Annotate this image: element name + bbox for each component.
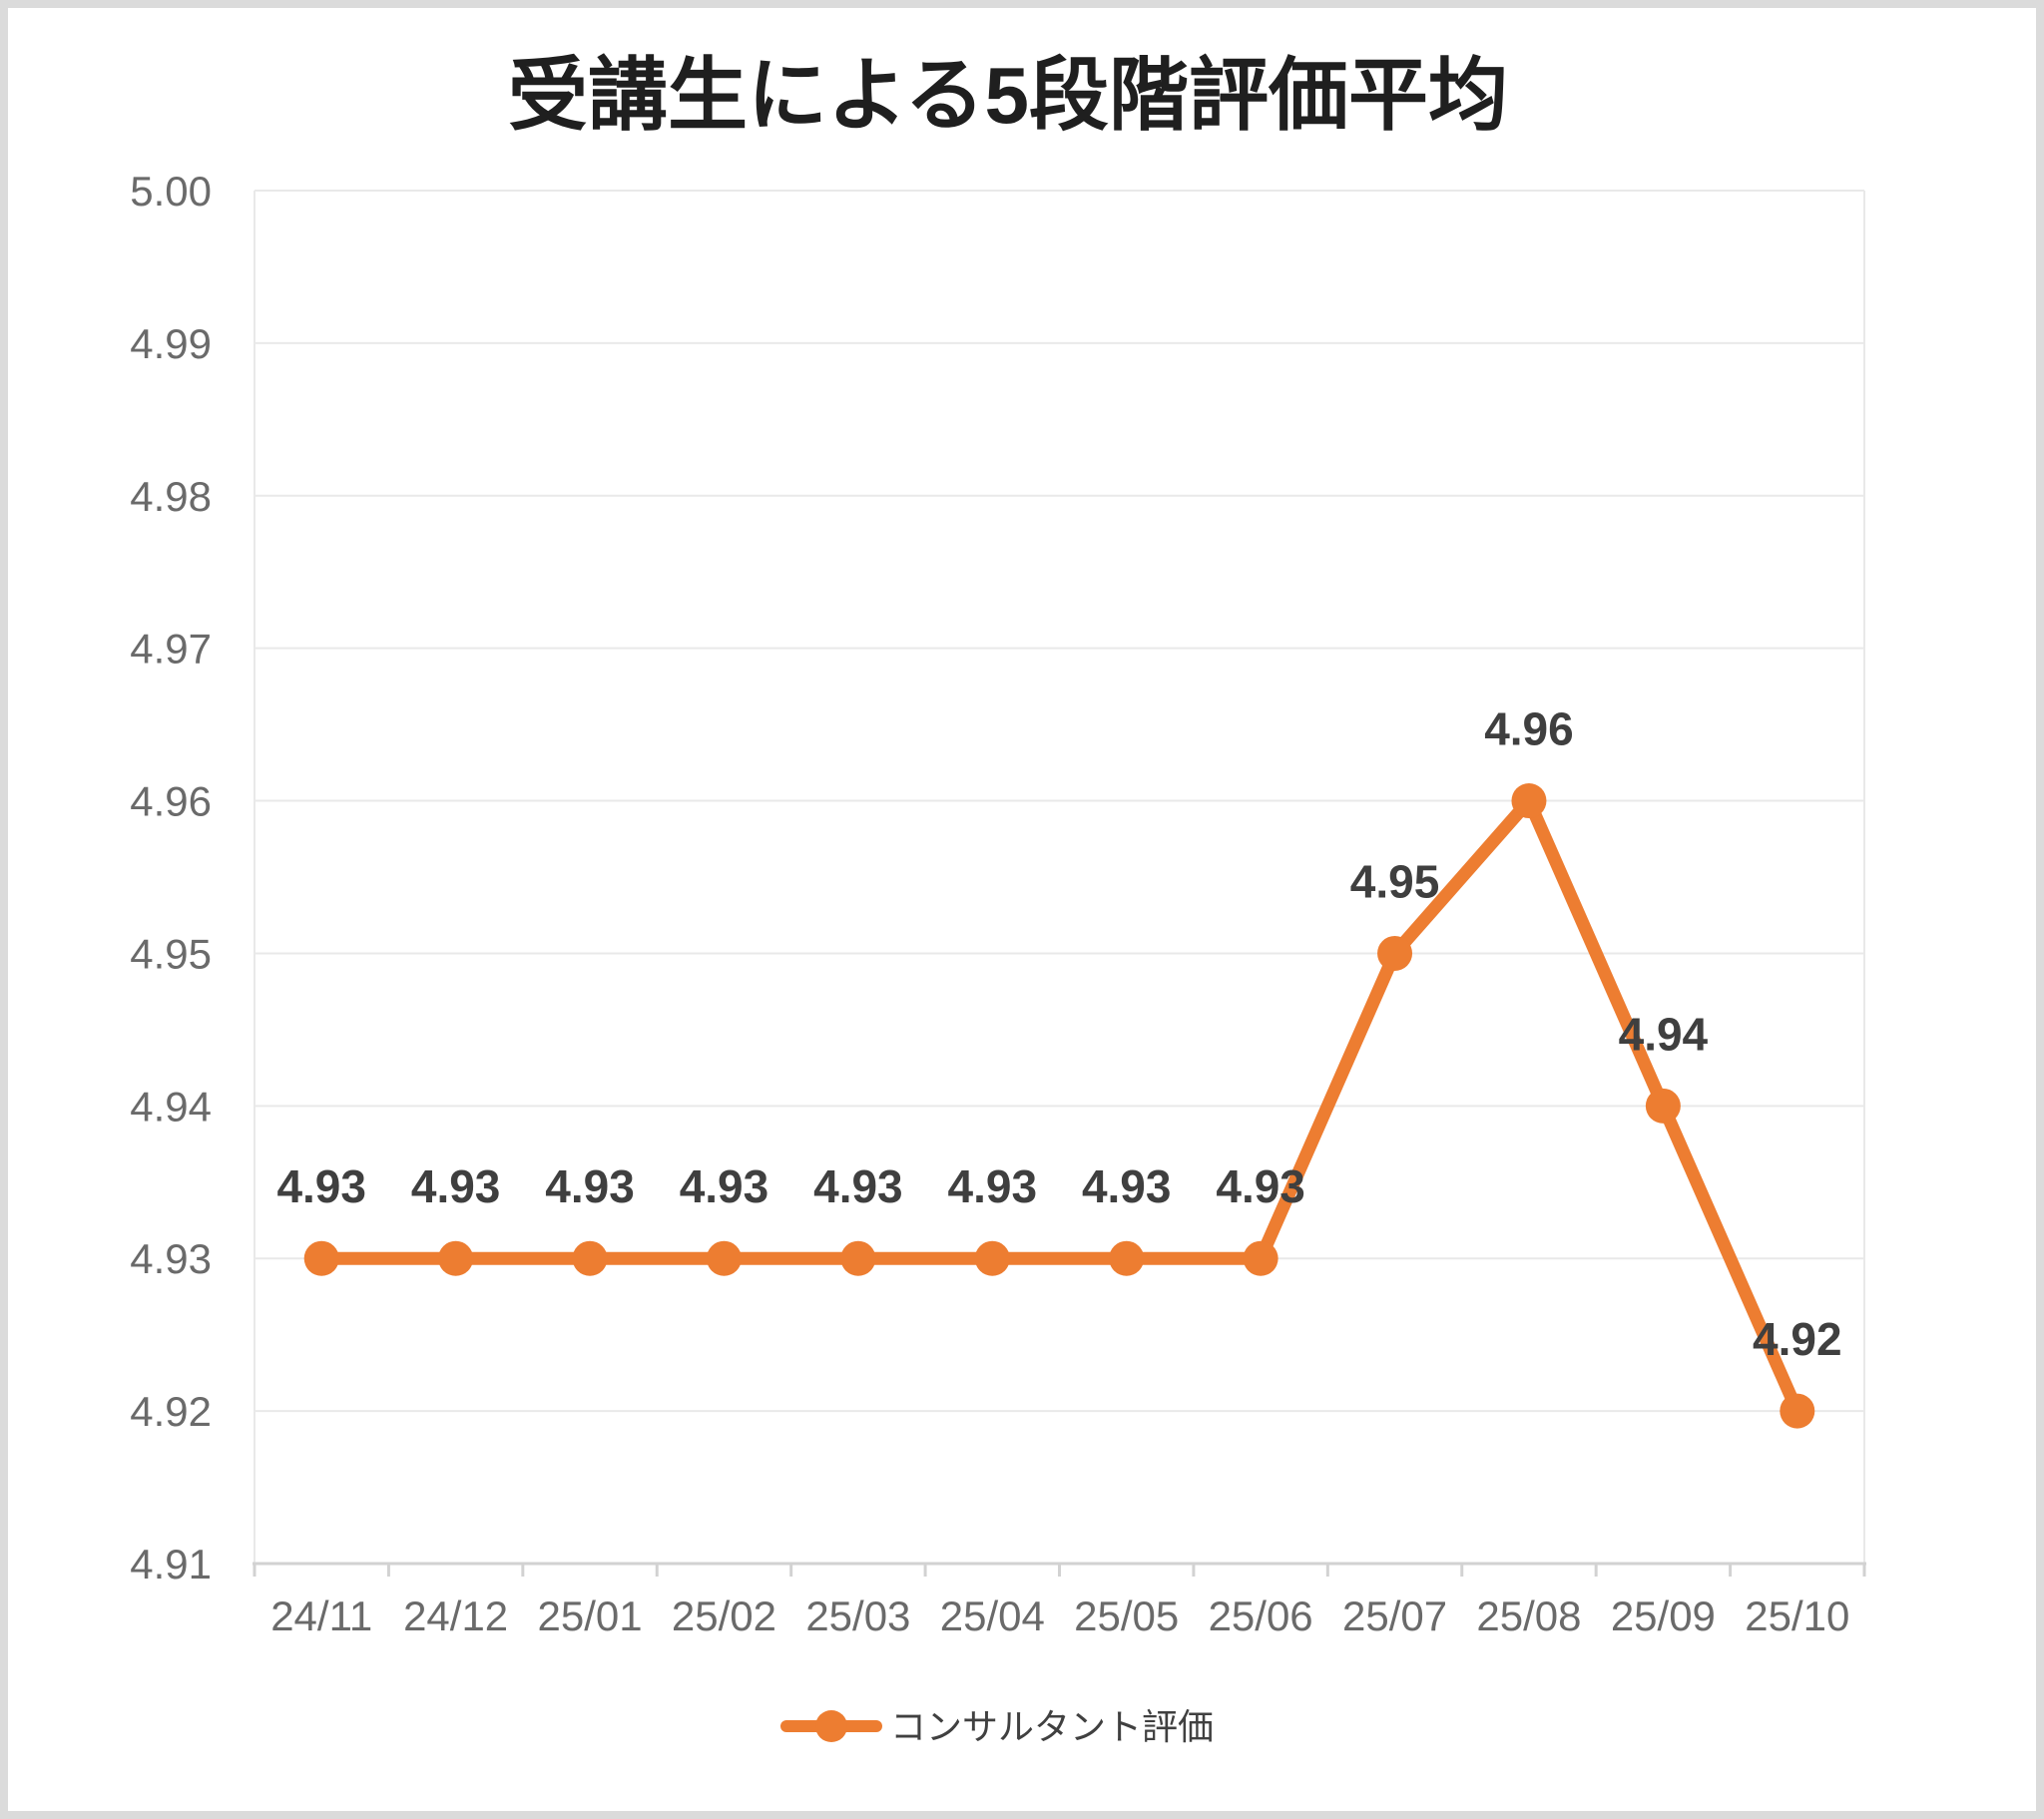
data-label: 4.95 <box>1350 855 1440 907</box>
data-point-marker <box>1109 1240 1145 1276</box>
y-axis-label: 4.94 <box>130 1083 212 1130</box>
chart-title: 受講生による5段階評価平均 <box>508 51 1508 140</box>
y-axis-label: 4.92 <box>130 1388 212 1435</box>
y-axis-label: 5.00 <box>130 168 212 215</box>
y-axis-label: 4.93 <box>130 1235 212 1282</box>
data-label: 4.93 <box>948 1160 1038 1212</box>
data-point-marker <box>1377 935 1413 971</box>
y-axis-label: 4.95 <box>130 930 212 977</box>
data-label: 4.94 <box>1619 1008 1709 1060</box>
x-axis-label: 25/02 <box>672 1592 776 1639</box>
x-axis-label: 25/06 <box>1209 1592 1313 1639</box>
x-axis-label: 25/03 <box>805 1592 910 1639</box>
data-point-marker <box>1511 783 1547 819</box>
data-label: 4.93 <box>276 1160 366 1212</box>
x-axis-label: 25/01 <box>537 1592 642 1639</box>
x-axis-label: 25/05 <box>1074 1592 1179 1639</box>
data-label: 4.93 <box>813 1160 903 1212</box>
plot-area: 5.00 4.99 4.98 4.97 4.96 4.95 4.94 4.93 4.92 4.91… <box>130 168 1866 1639</box>
legend-label: コンサルタント評価 <box>890 1706 1214 1747</box>
x-axis-label: 25/09 <box>1611 1592 1716 1639</box>
legend-marker-dot <box>815 1710 847 1742</box>
x-axis-label: 25/07 <box>1342 1592 1447 1639</box>
x-axis-label: 25/08 <box>1476 1592 1581 1639</box>
y-axis-label: 4.91 <box>130 1541 212 1588</box>
x-axis-label: 25/04 <box>940 1592 1045 1639</box>
x-axis-label: 24/12 <box>403 1592 508 1639</box>
data-label: 4.93 <box>545 1160 635 1212</box>
data-point-marker <box>1780 1393 1815 1429</box>
y-axis-label: 4.96 <box>130 778 212 825</box>
data-point-marker <box>974 1240 1010 1276</box>
x-axis-label: 24/11 <box>270 1592 372 1639</box>
data-point-marker <box>1243 1240 1278 1276</box>
data-label: 4.93 <box>1216 1160 1305 1212</box>
data-point-marker <box>1645 1088 1681 1124</box>
data-point-marker <box>303 1240 339 1276</box>
data-point-marker <box>572 1240 608 1276</box>
data-label: 4.92 <box>1753 1313 1842 1365</box>
data-label: 4.93 <box>411 1160 501 1212</box>
data-label: 4.93 <box>680 1160 769 1212</box>
series-line <box>314 794 1804 1418</box>
data-point-marker <box>840 1240 876 1276</box>
y-axis-label: 4.97 <box>130 626 212 673</box>
legend: コンサルタント評価 <box>780 1706 1214 1747</box>
y-axis-label: 4.99 <box>130 320 212 367</box>
data-label: 4.93 <box>1082 1160 1172 1212</box>
data-point-marker <box>706 1240 742 1276</box>
y-axis-label: 4.98 <box>130 473 212 520</box>
data-point-marker <box>438 1240 474 1276</box>
x-axis-label: 25/10 <box>1745 1592 1849 1639</box>
data-label: 4.96 <box>1484 703 1574 755</box>
